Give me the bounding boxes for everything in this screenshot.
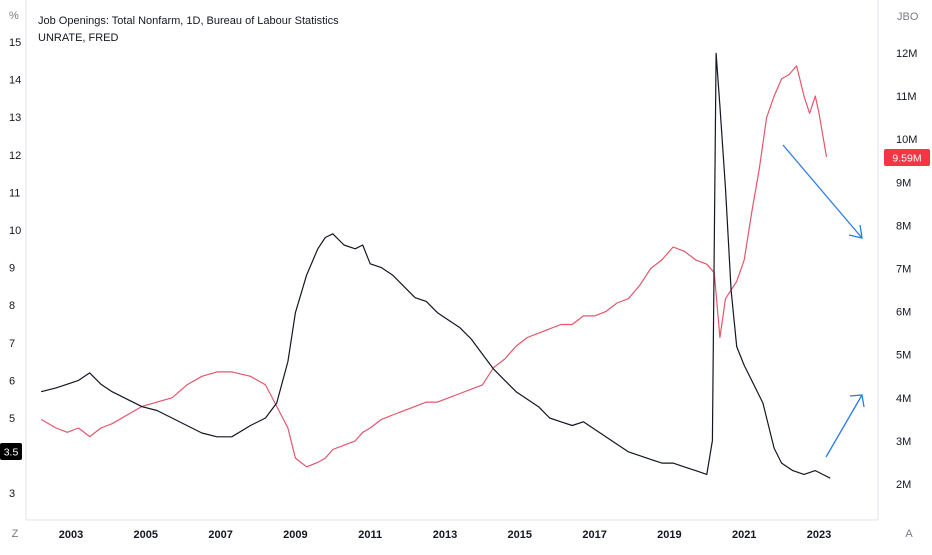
right-tick-label: 8M <box>896 220 911 232</box>
arrow-down-head[interactable] <box>848 224 863 239</box>
right-axis-ticks: 12M 11M 10M 9M 8M 7M 6M 5M 4M 3M 2M <box>896 48 917 491</box>
legend-jbo-title[interactable]: Job Openings: Total Nonfarm, 1D, Bureau … <box>38 15 339 27</box>
x-tick-label: 2021 <box>732 529 756 541</box>
right-tick-label: 3M <box>896 436 911 448</box>
left-tick-label: 11 <box>9 187 20 199</box>
left-tick-label: 13 <box>9 112 21 124</box>
x-tick-label: 2005 <box>134 529 158 541</box>
unrate-series-line[interactable] <box>40 52 831 479</box>
left-tick-label: 8 <box>9 300 15 312</box>
right-tick-label: 2M <box>896 479 911 491</box>
x-axis-ticks: 2003 2005 2007 2009 2011 2013 2015 2017 2019 2021… <box>59 529 831 541</box>
x-tick-label: 2013 <box>433 529 457 541</box>
unrate-badge-text: 3.5 <box>4 447 19 459</box>
arrow-down-annotation[interactable] <box>782 144 863 239</box>
right-axis-unit-label: JBO <box>897 11 919 23</box>
arrow-up-line[interactable] <box>825 394 863 458</box>
left-tick-label: 15 <box>9 37 21 49</box>
jbo-badge-text: 9.59M <box>892 153 921 165</box>
left-tick-label: 7 <box>9 338 15 350</box>
arrow-up-head[interactable] <box>849 394 865 408</box>
x-tick-label: 2011 <box>358 529 382 541</box>
left-tick-label: 5 <box>9 413 15 425</box>
arrow-up-annotation[interactable] <box>825 394 865 458</box>
x-tick-label: 2023 <box>807 529 831 541</box>
right-tick-label: 4M <box>896 393 911 405</box>
right-tick-label: 7M <box>896 264 911 276</box>
left-tick-label: 10 <box>9 225 21 237</box>
x-tick-label: 2015 <box>508 529 532 541</box>
left-axis-unit-label: % <box>9 10 19 22</box>
unrate-last-value-badge: 3.5 <box>0 443 22 460</box>
x-tick-label: 2019 <box>657 529 681 541</box>
series-layer <box>40 52 831 479</box>
left-tick-label: 9 <box>9 263 15 275</box>
auto-scale-toggle-button[interactable]: A <box>905 528 913 540</box>
x-tick-label: 2003 <box>59 529 83 541</box>
left-tick-label: 14 <box>9 75 21 87</box>
jbo-badge-background <box>884 149 930 166</box>
left-tick-label: 6 <box>9 375 15 387</box>
unrate-badge-background <box>0 443 22 460</box>
x-tick-label: 2009 <box>283 529 307 541</box>
right-tick-label: 11M <box>896 91 917 103</box>
left-tick-label: 3 <box>9 488 15 500</box>
right-tick-label: 6M <box>896 307 911 319</box>
arrow-down-line[interactable] <box>782 144 863 239</box>
x-tick-label: 2017 <box>582 529 606 541</box>
right-tick-label: 10M <box>896 134 917 146</box>
jbo-series-line[interactable] <box>40 65 828 468</box>
right-tick-label: 9M <box>896 177 911 189</box>
jbo-last-value-badge: 9.59M <box>884 149 930 166</box>
x-tick-label: 2007 <box>208 529 232 541</box>
left-tick-label: 12 <box>9 150 21 162</box>
log-scale-toggle-button[interactable]: Z <box>12 528 19 540</box>
right-tick-label: 12M <box>896 48 917 60</box>
legend-unrate-title[interactable]: UNRATE, FRED <box>38 32 119 44</box>
right-tick-label: 5M <box>896 350 911 362</box>
